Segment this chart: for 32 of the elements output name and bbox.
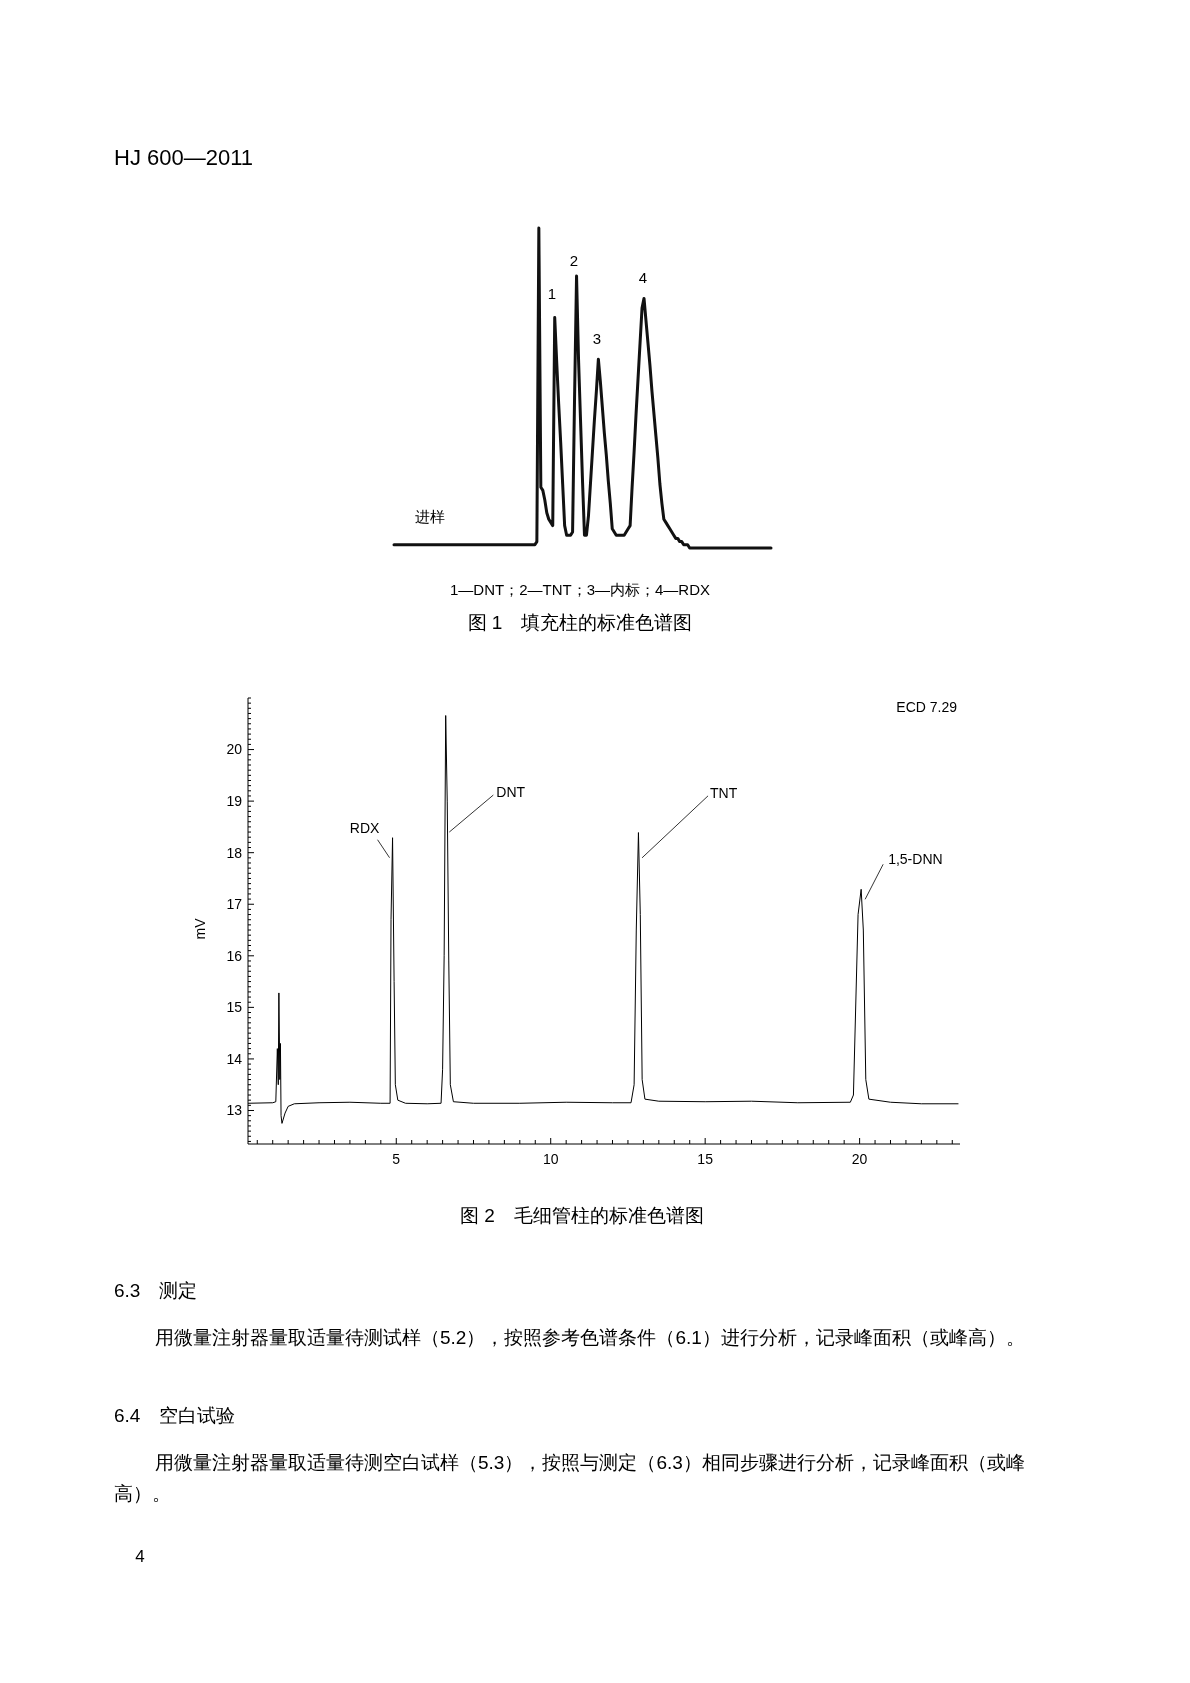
text: 4 <box>135 1547 145 1567</box>
y-tick-label: 20 <box>226 741 243 758</box>
y-tick-label: 15 <box>226 999 243 1016</box>
text: 1—DNT；2—TNT；3—内标；4—RDX <box>449 580 711 600</box>
y-tick-label: 13 <box>226 1102 243 1119</box>
annotation: 3 <box>592 329 602 347</box>
x-tick-label: 10 <box>542 1151 559 1167</box>
text: 图 1 填充柱的标准色谱图 <box>467 611 693 635</box>
text: 图 2 毛细管柱的标准色谱图 <box>460 1204 704 1228</box>
text: 用微量注射器量取适量待测试样（5.2），按照参考色谱条件（6.1）进行分析，记录峰面积（或峰高）。 <box>154 1326 1026 1350</box>
annotation: RDX <box>349 819 380 836</box>
y-tick-label: 17 <box>226 896 243 913</box>
x-tick-label: 15 <box>697 1151 714 1167</box>
y-tick-label: 14 <box>226 1050 243 1067</box>
annotation: 1 <box>547 284 557 302</box>
annotation: 1,5-DNN <box>888 851 943 868</box>
annotation: 4 <box>638 268 648 286</box>
y-tick-label: 19 <box>226 793 243 810</box>
annotation: DNT <box>496 783 526 800</box>
annotation: 进样 <box>415 507 445 527</box>
text: 6.3 测定 <box>114 1279 198 1303</box>
y-tick-label: 16 <box>226 947 243 964</box>
text: HJ 600—2011 <box>114 145 254 171</box>
annotation: ECD 7.29 <box>896 698 958 715</box>
x-tick-label: 5 <box>392 1151 401 1167</box>
annotation: TNT <box>710 784 738 801</box>
text: 用微量注射器量取适量待测空白试样（5.3），按照与测定（6.3）相同步骤进行分析，记录峰面积（或峰高）。 <box>114 1451 1026 1506</box>
y-axis-title: mV <box>192 918 208 940</box>
text: 6.4 空白试验 <box>114 1404 236 1428</box>
x-tick-label: 20 <box>851 1151 868 1167</box>
y-tick-label: 18 <box>226 844 243 861</box>
annotation: 2 <box>569 251 579 269</box>
